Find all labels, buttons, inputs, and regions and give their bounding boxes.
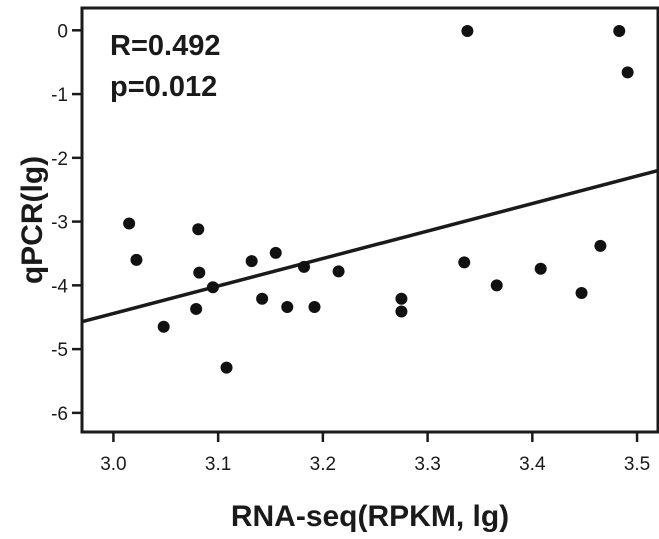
stat-p-annotation: p=0.012 (110, 71, 217, 103)
stat-r-annotation: R=0.492 (110, 30, 220, 62)
data-point (490, 279, 503, 292)
data-point (192, 223, 205, 236)
plot-area-frame (80, 6, 659, 434)
x-tick-label: 3.3 (414, 454, 440, 475)
regression-line-layer (81, 168, 659, 324)
data-point (621, 66, 634, 79)
x-tick-label: 3.1 (205, 454, 231, 475)
data-point (575, 287, 588, 300)
data-point (269, 246, 282, 259)
data-point (395, 305, 408, 318)
data-point (220, 361, 233, 374)
data-point (206, 281, 219, 294)
y-tick-label: -3 (51, 213, 68, 234)
y-tick-label: -1 (51, 85, 68, 106)
y-axis-title: qPCR(lg) (16, 156, 49, 284)
data-point (193, 266, 206, 279)
data-point (594, 239, 607, 252)
data-point (395, 292, 408, 305)
x-tick-label: 3.2 (310, 454, 336, 475)
data-point (613, 24, 626, 37)
data-point (190, 302, 203, 315)
data-point (332, 265, 345, 278)
data-point (123, 217, 136, 230)
data-point (157, 320, 170, 333)
y-tick-label: -4 (51, 276, 68, 297)
y-tick-label: 0 (57, 21, 68, 42)
data-point (298, 260, 311, 273)
x-axis-title: RNA-seq(RPKM, lg) (231, 500, 509, 533)
data-point (130, 253, 143, 266)
data-point (256, 292, 269, 305)
axis-ticks: 3.0 3.1 3.2 3.3 3.4 3.5 0 -1 -2 -3 -4 -5 -6 (51, 21, 650, 475)
data-point (308, 301, 321, 314)
data-point (245, 255, 258, 268)
y-tick-label: -2 (51, 149, 68, 170)
x-tick-label: 3.4 (519, 454, 546, 475)
data-point (461, 24, 474, 37)
data-points (123, 24, 634, 374)
x-tick-label: 3.5 (624, 454, 650, 475)
y-tick-label: -6 (51, 404, 68, 425)
regression-line (81, 168, 659, 324)
data-point (281, 301, 294, 314)
data-point (458, 256, 471, 269)
y-tick-label: -5 (51, 340, 68, 361)
x-tick-label: 3.0 (100, 454, 126, 475)
data-point (534, 262, 547, 275)
